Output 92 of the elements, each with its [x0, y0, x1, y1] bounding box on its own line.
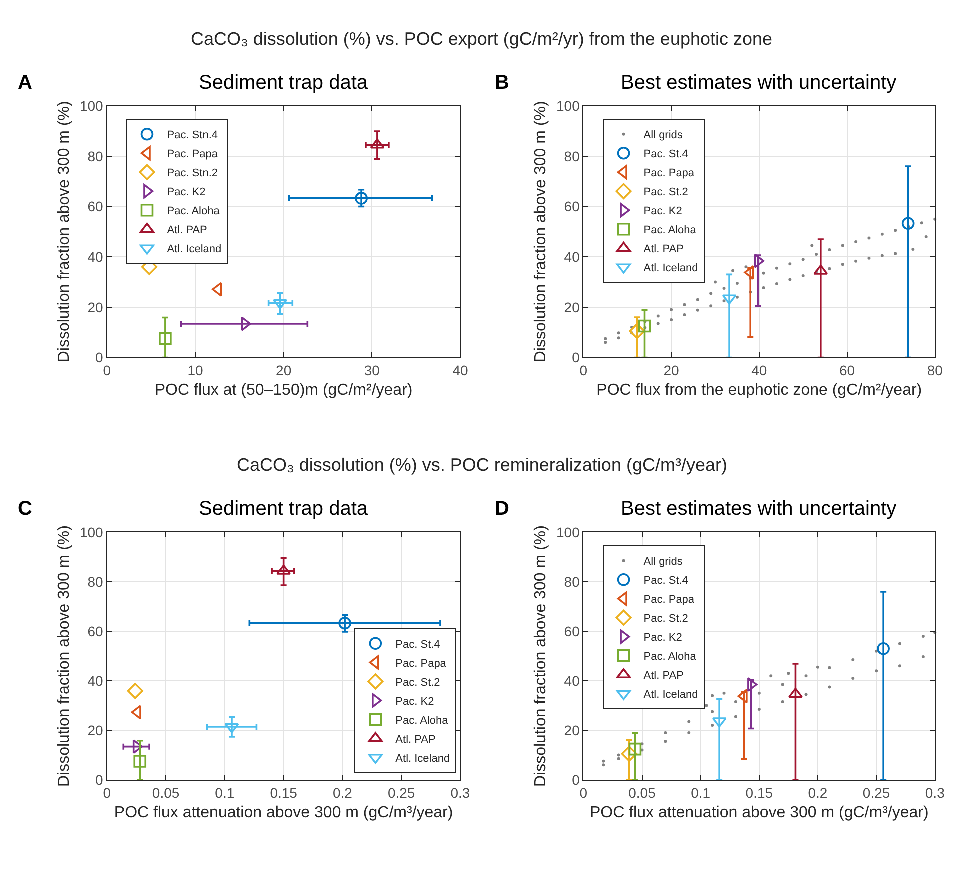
y-tick-label: 60 [88, 623, 104, 640]
x-axis-title: POC flux at (50–150)m (gC/m²/year) [154, 382, 413, 400]
legend-label: Pac. Aloha [644, 651, 698, 664]
x-tick-label: 0.1 [215, 784, 235, 801]
legend-label: Atl. Iceland [644, 689, 698, 702]
y-tick-label: 100 [80, 524, 104, 540]
x-tick-label: 0.15 [746, 784, 774, 801]
chart-title: Sediment trap data [199, 72, 369, 94]
legend-label: Pac. St.4 [644, 575, 688, 588]
legend-label: Pac. Papa [644, 594, 696, 606]
legend-label: Atl. Iceland [396, 752, 450, 765]
x-tick-label: 0.05 [152, 784, 180, 801]
x-tick-label: 0.2 [808, 784, 828, 801]
x-tick-label: 80 [927, 362, 944, 379]
y-axis-title: Dissolution fraction above 300 m (%) [532, 526, 550, 788]
y-tick-label: 80 [564, 148, 580, 164]
legend-label: Pac. Papa [396, 658, 448, 670]
y-axis-title: Dissolution fraction above 300 m (%) [56, 526, 73, 788]
y-axis-title: Dissolution fraction above 300 m (%) [532, 101, 550, 363]
x-tick-label: 20 [276, 362, 292, 379]
x-tick-label: 0.15 [270, 784, 298, 801]
y-tick-label: 20 [88, 722, 104, 738]
legend-label: Atl. PAP [396, 734, 436, 746]
x-tick-label: 40 [452, 362, 468, 379]
x-tick-label: 10 [188, 362, 204, 379]
legend-label: Atl. PAP [644, 670, 684, 682]
text: CaCO₃ dissolution (%) vs. POC remineralization (gC/m³/year) [237, 455, 728, 475]
x-tick-label: 0.1 [691, 784, 711, 801]
legend-label: All grids [644, 130, 684, 142]
legend-label: Pac. St.2 [396, 676, 440, 689]
y-tick-label: 80 [564, 574, 580, 590]
legend-label: Pac. K2 [644, 206, 682, 218]
text: B [495, 72, 510, 94]
legend-label: Atl. Iceland [644, 262, 698, 275]
text: C [18, 498, 32, 520]
text: CaCO₃ dissolution (%) vs. POC export (gC/m²/yr) from the euphotic zone [191, 29, 773, 49]
x-axis-title: POC flux attenuation above 300 m (gC/m³/year) [114, 804, 454, 822]
text: A [18, 72, 32, 94]
y-tick-label: 60 [88, 198, 104, 215]
legend-label: Pac. K2 [167, 186, 206, 199]
legend-label: Atl. PAP [644, 244, 684, 256]
y-tick-label: 40 [564, 248, 580, 265]
x-tick-label: 0.3 [450, 784, 470, 801]
y-tick-label: 100 [80, 98, 104, 114]
x-tick-label: 0.25 [862, 784, 890, 801]
legend-label: Pac. K2 [644, 632, 682, 644]
y-tick-label: 60 [564, 623, 580, 640]
y-tick-label: 0 [96, 772, 104, 788]
legend-label: Pac. Aloha [167, 206, 221, 218]
legend-label: Pac. Aloha [644, 224, 698, 237]
legend-label: Atl. PAP [167, 224, 208, 237]
x-axis-title: POC flux attenuation above 300 m (gC/m³/year) [590, 804, 929, 822]
y-tick-label: 20 [564, 722, 580, 738]
y-tick-label: 100 [556, 524, 580, 540]
x-tick-label: 30 [364, 362, 380, 379]
x-tick-label: 0.05 [628, 784, 656, 801]
x-tick-label: 0.2 [332, 784, 353, 801]
x-tick-label: 40 [752, 362, 768, 379]
y-tick-label: 80 [88, 148, 104, 164]
legend-label: Atl. Iceland [167, 244, 222, 256]
x-tick-label: 0.3 [925, 784, 946, 801]
y-tick-label: 20 [88, 299, 104, 316]
y-tick-label: 80 [88, 574, 104, 590]
x-tick-label: 60 [839, 362, 856, 379]
y-tick-label: 40 [88, 248, 104, 265]
chart-title: Best estimates with uncertainty [621, 498, 897, 520]
legend-label: Pac. Stn.2 [167, 168, 218, 180]
legend-label: Pac. Stn.4 [167, 130, 218, 142]
legend-label: Pac. St.2 [644, 613, 688, 626]
legend-label: Pac. Aloha [396, 714, 450, 727]
legend-label: Pac. St.2 [644, 186, 688, 199]
legend-label: Pac. St.4 [644, 148, 688, 161]
y-axis-title: Dissolution fraction above 300 m (%) [56, 101, 73, 363]
x-tick-label: 0.25 [388, 784, 416, 801]
legend-label: Pac. Papa [644, 168, 696, 180]
legend-label: Pac. St.4 [396, 638, 440, 651]
y-tick-label: 40 [88, 672, 104, 689]
y-tick-label: 20 [564, 299, 580, 316]
y-tick-label: 0 [96, 350, 104, 366]
y-tick-label: 100 [556, 98, 580, 114]
y-tick-label: 40 [564, 672, 580, 689]
y-tick-label: 0 [572, 772, 580, 788]
legend-label: Pac. Papa [167, 148, 219, 161]
x-axis-title: POC flux from the euphotic zone (gC/m²/year) [596, 382, 922, 400]
chart-title: Best estimates with uncertainty [621, 72, 897, 94]
chart-title: Sediment trap data [199, 498, 369, 520]
y-tick-label: 0 [572, 350, 580, 366]
legend-label: All grids [644, 556, 684, 568]
text: D [495, 498, 510, 520]
legend-label: Pac. K2 [396, 696, 434, 708]
x-tick-label: 20 [664, 362, 680, 379]
y-tick-label: 60 [564, 198, 580, 215]
